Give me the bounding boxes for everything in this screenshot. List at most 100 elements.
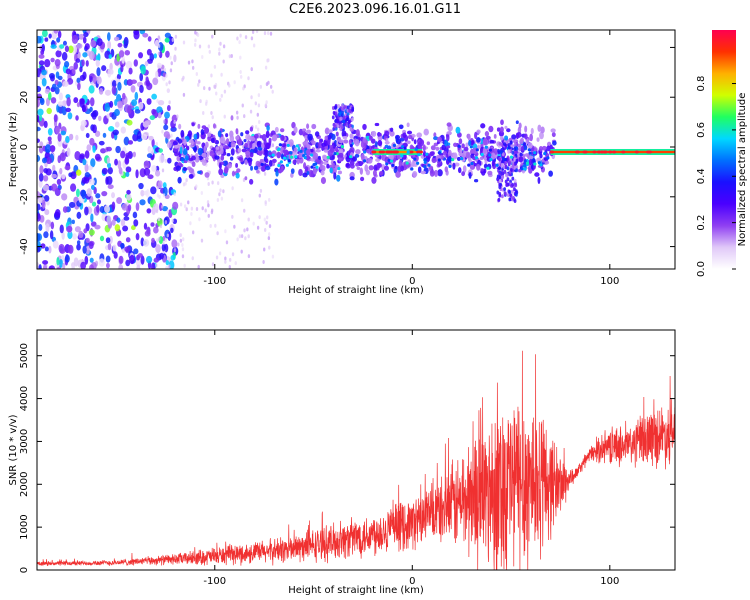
spectrogram-noise-blob (151, 138, 155, 148)
spectrogram-band-blob (426, 141, 431, 146)
spectrogram-noise-blob (44, 246, 49, 252)
spectrogram-noise-blob (89, 106, 93, 112)
spectrogram-band-blob (459, 149, 463, 153)
spectrogram-band-blob (328, 129, 333, 133)
spectrogram-noise-blob (92, 124, 97, 134)
spectrogram-noise-blob (75, 134, 79, 141)
spectrogram-noise-blob (210, 208, 214, 213)
spectrogram-noise-blob (114, 158, 118, 166)
spectrogram-burst-blob (498, 185, 502, 190)
spectrogram-band-blob (433, 136, 439, 141)
spectrogram-noise-blob (207, 44, 211, 49)
spectrogram-bright-spot (271, 153, 275, 157)
spectrogram-noise-blob (171, 218, 174, 223)
spectrogram-band-blob (395, 135, 399, 143)
spectrogram-band-blob (324, 135, 329, 141)
spectrogram-burst-blob (335, 116, 339, 121)
spectrogram-noise-blob (111, 201, 116, 211)
spectrogram-noise-blob (124, 246, 131, 253)
spectrogram-noise-blob (204, 208, 207, 213)
spectrogram-noise-blob (241, 103, 244, 108)
spectrogram-noise-blob (132, 211, 138, 219)
spectrogram-band-blob (518, 122, 522, 129)
spectrogram-burst-blob (508, 160, 512, 165)
spectrogram-band-blob (257, 162, 262, 168)
spectrogram-noise-blob (76, 77, 81, 84)
spectrogram-band-blob (532, 158, 536, 164)
spectrogram-noise-blob (208, 49, 211, 54)
spectrogram-noise-blob (92, 145, 96, 153)
spectrogram-band-blob (244, 142, 248, 148)
spectrogram-noise-blob (161, 243, 166, 252)
spectrogram-noise-blob (98, 140, 105, 146)
spectrogram-band-blob (461, 143, 465, 149)
spectrogram-noise-blob (156, 98, 159, 103)
spectrogram-ytick-label: 0 (19, 144, 30, 150)
spectrogram-band-blob (244, 159, 248, 165)
spectrogram-band-blob (306, 148, 311, 156)
spectrogram-noise-blob (43, 167, 49, 174)
spectrogram-band-blob (493, 148, 499, 155)
snr-series-line (37, 350, 675, 570)
spectrogram-noise-blob (117, 160, 122, 170)
spectrogram-noise-blob (215, 255, 219, 260)
spectrogram-noise-blob (142, 32, 149, 38)
spectrogram-band-blob (188, 173, 194, 179)
spectrogram-band-blob (444, 166, 449, 173)
spectrogram-band-blob (280, 128, 285, 133)
spectrogram-burst-blob (507, 148, 511, 153)
spectrogram-noise-blob (120, 64, 124, 73)
spectrogram-noise-blob (231, 252, 235, 257)
spectrogram-band-blob (193, 133, 198, 140)
spectrogram-noise-blob (82, 36, 87, 44)
spectrogram-noise-blob (184, 181, 187, 186)
spectrogram-noise-blob (170, 61, 173, 66)
spectrogram-noise-blob (182, 92, 186, 97)
spectrogram-bright-spot (539, 163, 543, 167)
spectrogram-noise-blob (220, 93, 224, 98)
spectrogram-band-blob (288, 139, 294, 147)
spectrogram-band-blob (190, 139, 194, 146)
spectrogram-noise-blob (76, 43, 83, 49)
spectrogram-burst-blob (507, 143, 511, 148)
spectrogram-burst-blob (503, 187, 507, 192)
spectrogram-noise-blob (82, 52, 88, 58)
spectrogram-noise-blob (144, 230, 151, 237)
spectrogram-noise-blob (271, 254, 275, 259)
spectrogram-noise-blob (269, 31, 273, 36)
spectrogram-band-blob (220, 174, 225, 178)
spectrogram-noise-blob (161, 168, 165, 173)
spectrogram-noise-blob (108, 126, 115, 132)
spectrogram-noise-blob (250, 36, 254, 41)
spectrogram-noise-blob (146, 208, 152, 214)
spectrogram-noise-blob (120, 150, 126, 159)
spectrogram-noise-blob (83, 31, 89, 38)
spectrogram-band-blob (356, 166, 361, 171)
spectrogram-band-blob (291, 121, 296, 129)
spectrogram-noise-blob (104, 89, 112, 96)
spectrogram-noise-blob (267, 232, 271, 237)
spectrogram-noise-blob (131, 225, 136, 231)
spectrogram-noise-blob (37, 99, 40, 108)
spectrogram-noise-blob (247, 234, 250, 239)
spectrogram-band-blob (263, 147, 268, 152)
spectrogram-noise-blob (243, 208, 246, 213)
spectrogram-noise-blob (153, 226, 159, 234)
spectrogram-burst-blob (334, 105, 338, 110)
spectrogram-bright-spot (501, 156, 505, 161)
spectrogram-burst-blob (339, 116, 343, 121)
spectrogram-band-blob (250, 165, 253, 171)
snr-xlabel: Height of straight line (km) (288, 585, 424, 596)
spectrogram-noise-blob (140, 189, 145, 197)
spectrogram-noise-blob (43, 175, 49, 182)
spectrogram-band-blob (349, 176, 355, 181)
spectrogram-noise-blob (50, 221, 55, 230)
spectrogram-bright-spot (537, 161, 541, 165)
spectrogram-noise-blob (157, 180, 163, 189)
spectrogram-noise-blob (84, 206, 89, 216)
spectrogram-band-blob (220, 154, 225, 161)
spectrogram-band-blob (400, 165, 404, 172)
spectrogram-band-blob (266, 125, 270, 132)
spectrogram-band-blob (528, 158, 532, 166)
spectrogram-noise-blob (191, 65, 195, 70)
